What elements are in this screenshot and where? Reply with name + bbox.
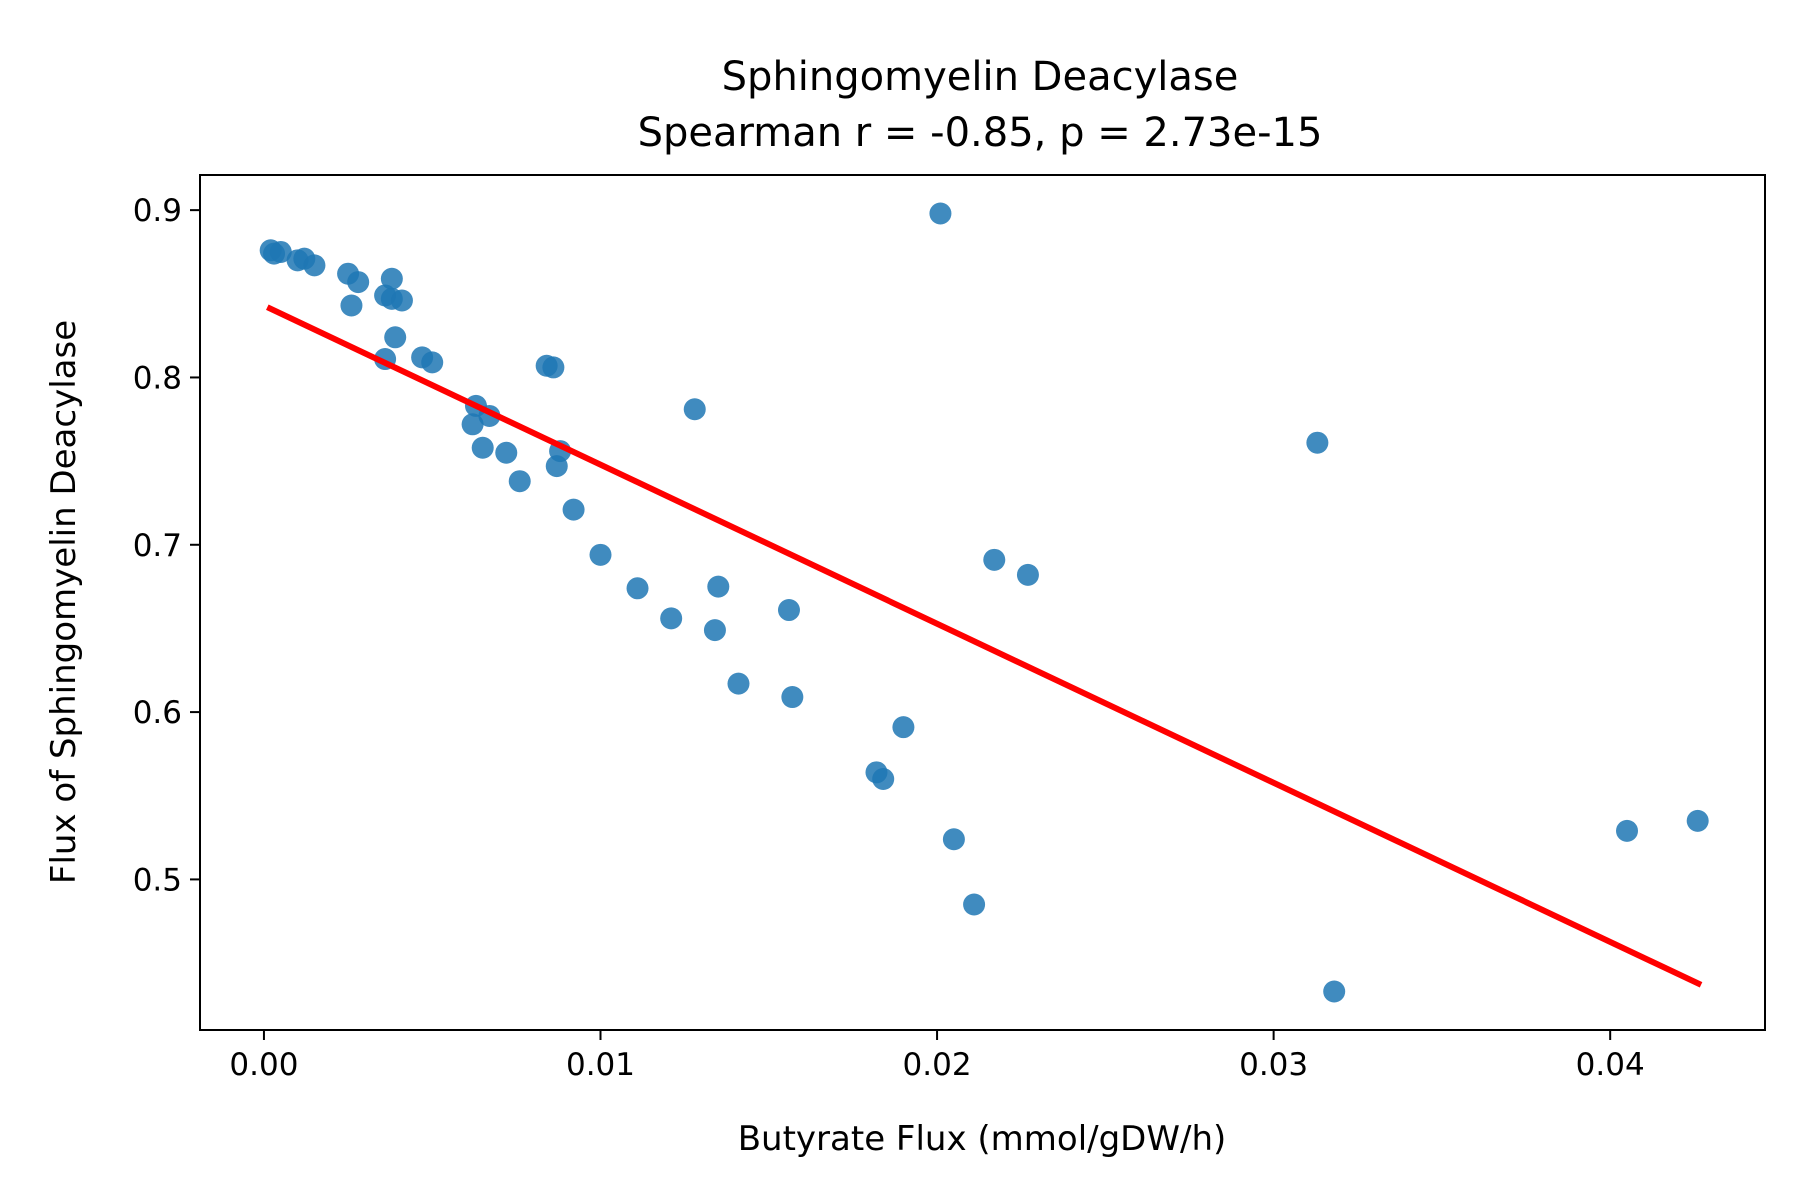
scatter-point — [777, 599, 800, 622]
x-tick-label: 0.03 — [1239, 1047, 1308, 1083]
scatter-point — [942, 828, 965, 851]
scatter-point — [589, 543, 612, 566]
scatter-point — [727, 672, 750, 695]
scatter-point — [545, 455, 568, 478]
y-tick-label: 0.7 — [133, 528, 182, 564]
y-tick-label: 0.6 — [133, 695, 182, 731]
scatter-point — [347, 271, 370, 294]
scatter-point — [340, 294, 363, 317]
scatter-point — [707, 575, 730, 598]
scatter-point — [660, 607, 683, 630]
scatter-point — [380, 267, 403, 290]
x-tick-label: 0.04 — [1576, 1047, 1645, 1083]
scatter-point — [562, 498, 585, 521]
scatter-point — [781, 686, 804, 709]
scatter-point — [269, 240, 292, 263]
scatter-point — [626, 577, 649, 600]
scatter-point — [683, 398, 706, 421]
scatter-point — [963, 893, 986, 916]
y-axis-label: Flux of Sphingomyelin Deacylase — [44, 320, 84, 884]
scatter-point — [872, 768, 895, 791]
scatter-point — [542, 356, 565, 379]
scatter-point — [390, 289, 413, 312]
y-tick-label: 0.5 — [133, 862, 182, 898]
scatter-point — [1306, 431, 1329, 454]
scatter-point — [703, 619, 726, 642]
scatter-point — [1016, 563, 1039, 586]
x-tick-label: 0.01 — [566, 1047, 635, 1083]
scatter-point — [1686, 809, 1709, 832]
y-axis: 0.5 0.6 0.7 0.8 0.9 — [133, 193, 200, 898]
regression-line — [266, 304, 1703, 988]
scatter-point — [983, 548, 1006, 571]
scatter-point — [421, 351, 444, 374]
plot-frame — [199, 174, 1766, 1031]
scatter-point — [384, 326, 407, 349]
scatter-point — [1616, 819, 1639, 842]
scatter-point — [929, 202, 952, 225]
x-axis: 0.00 0.01 0.02 0.03 0.04 — [229, 1030, 1645, 1083]
scatter-point — [471, 436, 494, 459]
scatter-point — [303, 254, 326, 277]
y-tick-label: 0.8 — [133, 360, 182, 396]
x-axis-label: Butyrate Flux (mmol/gDW/h) — [738, 1119, 1227, 1159]
scatter-point — [1323, 980, 1346, 1003]
scatter-point — [508, 470, 531, 493]
x-tick-label: 0.00 — [229, 1047, 298, 1083]
y-tick-label: 0.9 — [133, 193, 182, 229]
x-tick-label: 0.02 — [903, 1047, 972, 1083]
regression-line-group — [266, 304, 1703, 988]
scatter-point — [461, 413, 484, 436]
chart-title: Sphingomyelin Deacylase — [722, 54, 1239, 100]
scatter-point — [892, 716, 915, 739]
scatter-point — [495, 441, 518, 464]
chart-subtitle: Spearman r = -0.85, p = 2.73e-15 — [638, 110, 1323, 156]
